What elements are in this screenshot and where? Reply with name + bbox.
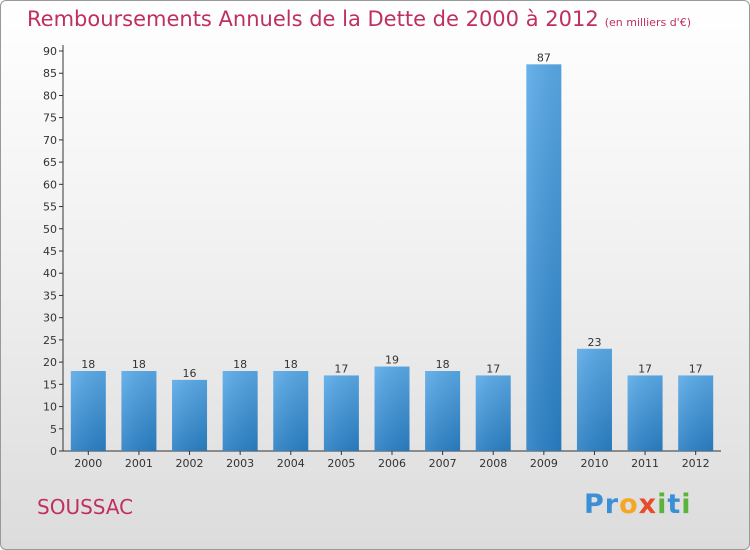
x-tick-label: 2004 <box>277 457 305 470</box>
y-tick-label: 40 <box>43 267 57 280</box>
y-tick-label: 20 <box>43 356 57 369</box>
data-label-2004: 18 <box>284 358 298 371</box>
x-tick-label: 2008 <box>479 457 507 470</box>
y-tick-label: 10 <box>43 401 57 414</box>
bar-shade-2009 <box>526 64 562 452</box>
data-label-2006: 19 <box>385 354 399 367</box>
bar-shade-2002 <box>172 379 208 451</box>
bar-shade-2012 <box>678 375 714 451</box>
bar-shade-2004 <box>273 371 309 451</box>
y-tick-label: 60 <box>43 178 57 191</box>
y-tick-label: 30 <box>43 312 57 325</box>
bar-shade-2006 <box>374 366 410 451</box>
bar-shade-2010 <box>576 348 612 451</box>
x-tick-label: 2010 <box>580 457 608 470</box>
y-tick-label: 45 <box>43 245 57 258</box>
y-tick-label: 90 <box>43 45 57 58</box>
commune-name: SOUSSAC <box>37 495 134 519</box>
y-tick-label: 35 <box>43 289 57 302</box>
bars: 18 18 16 18 18 17 19 18 17 87 23 17 17 <box>70 51 714 452</box>
y-tick-label: 85 <box>43 67 57 80</box>
data-label-2011: 17 <box>638 362 652 375</box>
y-tick-label: 70 <box>43 134 57 147</box>
data-label-2003: 18 <box>233 358 247 371</box>
x-tick-label: 2002 <box>176 457 204 470</box>
x-tick-label: 2005 <box>327 457 355 470</box>
y-tick-label: 80 <box>43 89 57 102</box>
chart-title: Remboursements Annuels de la Dette de 20… <box>27 7 691 31</box>
bar-shade-2003 <box>222 371 258 451</box>
data-label-2002: 16 <box>183 367 197 380</box>
data-label-2005: 17 <box>334 362 348 375</box>
x-axis: 2000 2001 2002 2003 2004 2005 2006 2007 2008 2009… <box>63 450 721 470</box>
unit-label: (en milliers d'€) <box>604 16 691 29</box>
data-label-2012: 17 <box>689 362 703 375</box>
data-label-2008: 17 <box>486 362 500 375</box>
y-tick-label: 75 <box>43 112 57 125</box>
y-tick-label: 5 <box>50 423 57 436</box>
data-label-2000: 18 <box>81 358 95 371</box>
bar-shade-2011 <box>627 375 663 451</box>
data-label-2009: 87 <box>537 51 551 64</box>
data-label-2010: 23 <box>587 336 601 349</box>
bar-shade-2005 <box>323 375 359 451</box>
y-tick-label: 55 <box>43 201 57 214</box>
title-text: Remboursements Annuels de la Dette de 20… <box>27 7 599 31</box>
data-label-2007: 18 <box>436 358 450 371</box>
x-tick-label: 2006 <box>378 457 406 470</box>
x-tick-label: 2007 <box>429 457 457 470</box>
bar-shade-2008 <box>475 375 511 451</box>
y-tick-label: 65 <box>43 156 57 169</box>
y-tick-label: 50 <box>43 223 57 236</box>
x-tick-label: 2000 <box>74 457 102 470</box>
y-tick-label: 0 <box>50 445 57 458</box>
bar-shade-2000 <box>70 371 106 451</box>
bar-shade-2001 <box>121 371 157 451</box>
x-tick-label: 2001 <box>125 457 153 470</box>
x-tick-label: 2009 <box>530 457 558 470</box>
y-axis: 0 5 10 15 20 25 30 35 40 45 50 55 60 65 70 75 80 85 90 <box>43 45 64 458</box>
data-label-2001: 18 <box>132 358 146 371</box>
x-tick-label: 2011 <box>631 457 659 470</box>
x-tick-label: 2012 <box>682 457 710 470</box>
y-tick-label: 15 <box>43 378 57 391</box>
y-tick-label: 25 <box>43 334 57 347</box>
x-tick-label: 2003 <box>226 457 254 470</box>
bar-shade-2007 <box>425 371 461 451</box>
proxiti-logo[interactable]: Proxiti <box>584 489 692 520</box>
